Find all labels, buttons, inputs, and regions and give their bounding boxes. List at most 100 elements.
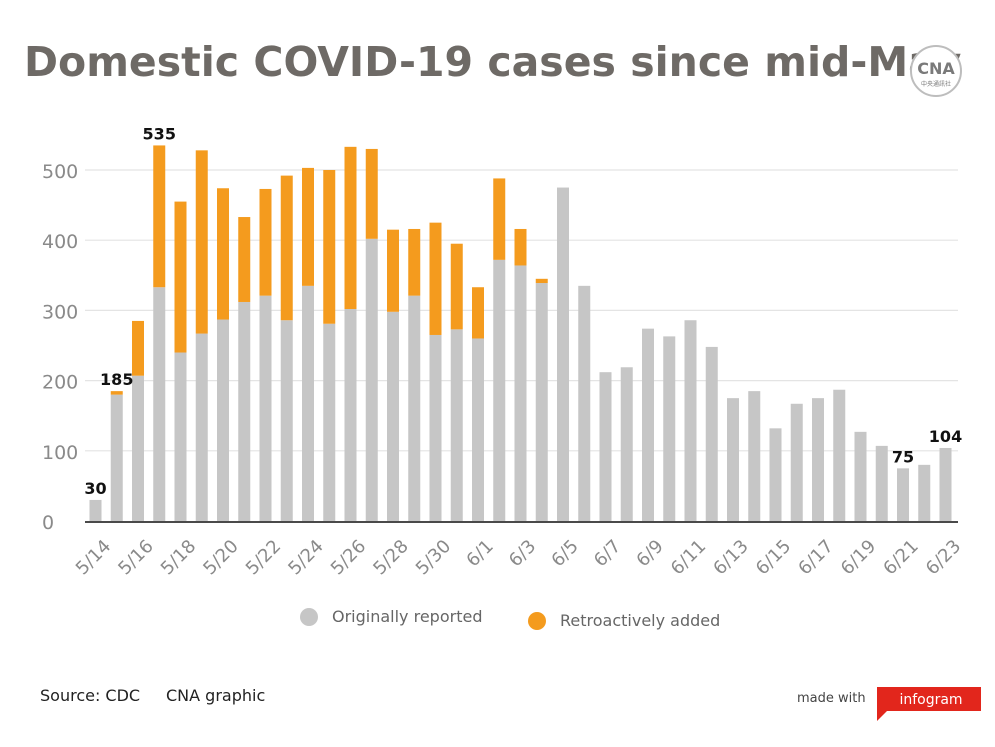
bar-original	[918, 464, 931, 521]
bar-original	[89, 499, 102, 521]
bar-retro	[535, 278, 548, 284]
legend-swatch-retro	[528, 612, 546, 630]
x-tick-label: 6/5	[547, 536, 582, 571]
bar-retro	[323, 170, 336, 324]
bar-retro	[514, 228, 527, 266]
bar-retro	[280, 175, 293, 321]
bar-original	[217, 319, 229, 521]
data-label: 104	[929, 427, 962, 446]
x-tick-label: 5/26	[327, 536, 370, 579]
made-with-text: made with	[797, 691, 866, 706]
cna-logo: CNA 中央通訊社	[910, 45, 962, 97]
x-tick-label: 6/21	[879, 536, 922, 579]
bar-original	[875, 445, 888, 521]
bar-original	[174, 352, 187, 521]
bar-original	[557, 187, 569, 522]
bar-original	[812, 398, 824, 521]
bar-original	[663, 336, 676, 521]
x-tick-label: 6/1	[462, 536, 497, 571]
cna-logo-text: CNA	[917, 59, 955, 78]
bar-original	[705, 346, 718, 521]
bar-original	[599, 372, 612, 521]
bar-original	[195, 333, 208, 521]
x-tick-label: 6/15	[752, 536, 795, 579]
data-label: 535	[143, 124, 176, 143]
legend-label-original: Originally reported	[332, 607, 483, 626]
bar-original	[578, 285, 591, 521]
bar-retro	[408, 228, 421, 296]
bar-original	[897, 468, 909, 521]
x-tick-label: 6/7	[590, 536, 625, 571]
bar-original	[429, 334, 442, 521]
bar-retro	[195, 150, 208, 334]
bar-original	[642, 328, 654, 521]
bar-retro	[174, 201, 187, 353]
cna-logo-subtext: 中央通訊社	[921, 80, 951, 88]
bar-chart: 0 100 200 300 400 500 5/14 5/16 5/18 5/20 5/22 5/24…	[42, 124, 965, 579]
bar-original	[854, 431, 867, 521]
bar-retro	[493, 178, 506, 260]
bar-retro	[387, 229, 399, 312]
bar-original	[387, 311, 399, 521]
bar-original	[259, 295, 272, 521]
bar-original	[769, 428, 782, 521]
legend-label-retro: Retroactively added	[560, 611, 721, 630]
bar-retro	[450, 243, 463, 330]
x-tick-label: 5/20	[199, 536, 242, 579]
x-tick-label: 6/19	[837, 536, 880, 579]
bar-original	[153, 287, 166, 521]
bar-original	[535, 283, 548, 521]
y-tick-label: 200	[42, 372, 78, 394]
y-tick-label: 300	[42, 301, 78, 323]
bar-original	[344, 308, 357, 521]
x-tick-label: 5/22	[242, 536, 285, 579]
x-tick-label: 6/11	[667, 536, 710, 579]
bar-retro	[238, 217, 251, 302]
infogram-badge[interactable]: infogram	[873, 683, 981, 723]
y-tick-label: 100	[42, 442, 78, 464]
bar-retro	[472, 287, 484, 339]
x-tick-label: 5/30	[412, 536, 455, 579]
bar-original	[684, 320, 697, 521]
bar-original	[748, 391, 761, 521]
bar-retro	[110, 391, 123, 395]
bar-original	[110, 394, 123, 521]
legend-swatch-original	[300, 608, 318, 626]
y-tick-label: 0	[42, 512, 54, 534]
bar-original	[365, 238, 378, 521]
page-title: Domestic COVID-19 cases since mid-May	[24, 38, 962, 86]
bar-retro	[302, 167, 314, 286]
y-tick-label: 500	[42, 161, 78, 183]
bar-original	[620, 367, 633, 521]
bar-original	[493, 259, 506, 521]
bar-original	[790, 403, 803, 521]
bar-retro	[429, 222, 442, 335]
x-tick-label: 6/3	[505, 536, 540, 571]
bar-original	[408, 295, 421, 521]
bar-original	[323, 323, 336, 521]
bar-original	[472, 338, 484, 521]
infogram-label: infogram	[899, 692, 962, 708]
bar-retro	[153, 145, 166, 288]
bar-original	[833, 389, 846, 521]
bar-original	[514, 265, 527, 521]
data-label: 75	[892, 447, 914, 466]
data-label: 30	[84, 479, 106, 498]
bar-original	[727, 398, 739, 521]
x-tick-label: 5/18	[157, 536, 200, 579]
bar-retro	[217, 188, 229, 320]
x-tick-label: 5/24	[284, 536, 327, 579]
bar-original	[302, 285, 314, 521]
bar-original	[132, 375, 144, 521]
bar-original	[280, 320, 293, 521]
bar-retro	[259, 188, 272, 296]
bar-original	[450, 329, 463, 521]
x-tick-label: 5/16	[114, 536, 157, 579]
bar-retro	[132, 320, 144, 376]
x-tick-label: 6/13	[709, 536, 752, 579]
bar-original	[238, 301, 251, 521]
credit-note: CNA graphic	[166, 686, 266, 705]
x-tick-label: 6/17	[794, 536, 837, 579]
data-label: 185	[100, 370, 133, 389]
x-tick-label: 5/14	[72, 536, 115, 579]
